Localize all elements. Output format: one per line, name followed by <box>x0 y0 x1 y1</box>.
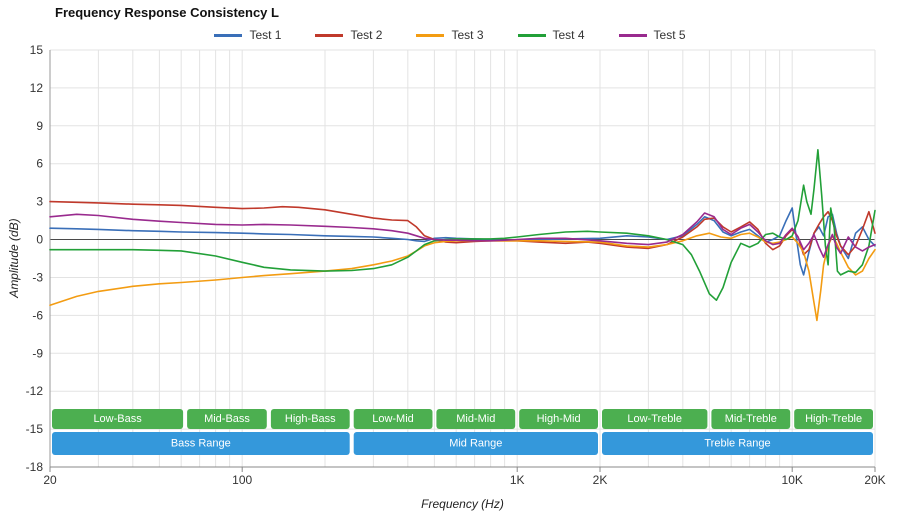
legend-swatch-test-1 <box>214 33 243 37</box>
x-tick-label: 20 <box>43 473 57 487</box>
x-axis-title: Frequency (Hz) <box>421 497 504 511</box>
legend-item-test-3[interactable]: Test 3 <box>416 28 484 42</box>
y-tick-label: 0 <box>36 233 43 247</box>
y-tick-label: -6 <box>32 308 43 322</box>
y-tick-label: -3 <box>32 270 43 284</box>
x-tick-label: 2K <box>593 473 608 487</box>
legend-label: Test 5 <box>653 28 686 42</box>
sub-band-label: High-Treble <box>805 413 862 425</box>
x-tick-label: 20K <box>864 473 885 487</box>
sub-band-label: Low-Bass <box>93 413 142 425</box>
y-axis-title: Amplitude (dB) <box>7 218 21 298</box>
legend: Test 1 Test 2 Test 3 Test 4 Test 5 <box>0 28 900 42</box>
y-tick-label: 9 <box>36 119 43 133</box>
y-tick-label: -15 <box>26 422 44 436</box>
series-line-test-2 <box>49 200 876 256</box>
y-tick-label: 12 <box>30 81 44 95</box>
legend-swatch-test-5 <box>618 33 647 37</box>
legend-item-test-1[interactable]: Test 1 <box>214 28 281 42</box>
legend-label: Test 3 <box>451 28 484 42</box>
y-tick-label: -12 <box>26 384 44 398</box>
legend-swatch-test-2 <box>315 33 344 37</box>
chart-title: Frequency Response Consistency L <box>55 5 279 20</box>
y-tick-label: -18 <box>26 460 44 474</box>
sub-band-label: Mid-Treble <box>725 413 777 425</box>
sub-band-label: Mid-Mid <box>456 413 495 425</box>
legend-label: Test 2 <box>350 28 383 42</box>
sub-band-box-mid-mid <box>436 409 516 429</box>
sub-band-box-low-bass <box>52 409 184 429</box>
range-band-label: Treble Range <box>704 438 770 450</box>
sub-band-label: Mid-Bass <box>204 413 250 425</box>
sub-band-label: Low-Treble <box>627 413 682 425</box>
range-band-label: Bass Range <box>171 438 231 450</box>
range-band-box-mid-range <box>353 432 598 455</box>
y-tick-label: 3 <box>36 195 43 209</box>
series-line-test-5 <box>49 212 876 258</box>
legend-label: Test 1 <box>249 28 282 42</box>
sub-band-box-mid-treble <box>711 409 791 429</box>
legend-swatch-test-3 <box>416 33 445 37</box>
sub-band-box-low-mid <box>353 409 433 429</box>
series-line-test-4 <box>49 149 876 301</box>
sub-band-box-low-treble <box>602 409 708 429</box>
range-band-box-bass-range <box>52 432 350 455</box>
y-tick-label: 6 <box>36 157 43 171</box>
y-tick-label: 15 <box>30 43 44 57</box>
sub-band-label: Low-Mid <box>372 413 414 425</box>
x-tick-label: 100 <box>232 473 252 487</box>
legend-item-test-5[interactable]: Test 5 <box>618 28 686 42</box>
sub-band-box-high-mid <box>519 409 598 429</box>
legend-item-test-2[interactable]: Test 2 <box>315 28 382 42</box>
legend-label: Test 4 <box>552 28 585 42</box>
x-tick-label: 1K <box>510 473 525 487</box>
sub-band-box-high-treble <box>794 409 873 429</box>
y-tick-label: -9 <box>32 346 43 360</box>
sub-band-label: High-Mid <box>537 413 581 425</box>
sub-band-box-mid-bass <box>187 409 267 429</box>
x-tick-label: 10K <box>782 473 803 487</box>
range-band-box-treble-range <box>602 432 873 455</box>
legend-swatch-test-4 <box>517 33 546 37</box>
legend-item-test-4[interactable]: Test 4 <box>517 28 585 42</box>
range-band-label: Mid Range <box>449 438 502 450</box>
sub-band-box-high-bass <box>270 409 350 429</box>
series-line-test-3 <box>49 232 876 322</box>
sub-band-label: High-Bass <box>285 413 336 425</box>
